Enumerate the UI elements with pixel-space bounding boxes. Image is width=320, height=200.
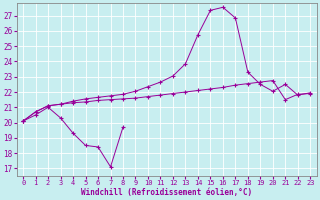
X-axis label: Windchill (Refroidissement éolien,°C): Windchill (Refroidissement éolien,°C) — [81, 188, 252, 197]
